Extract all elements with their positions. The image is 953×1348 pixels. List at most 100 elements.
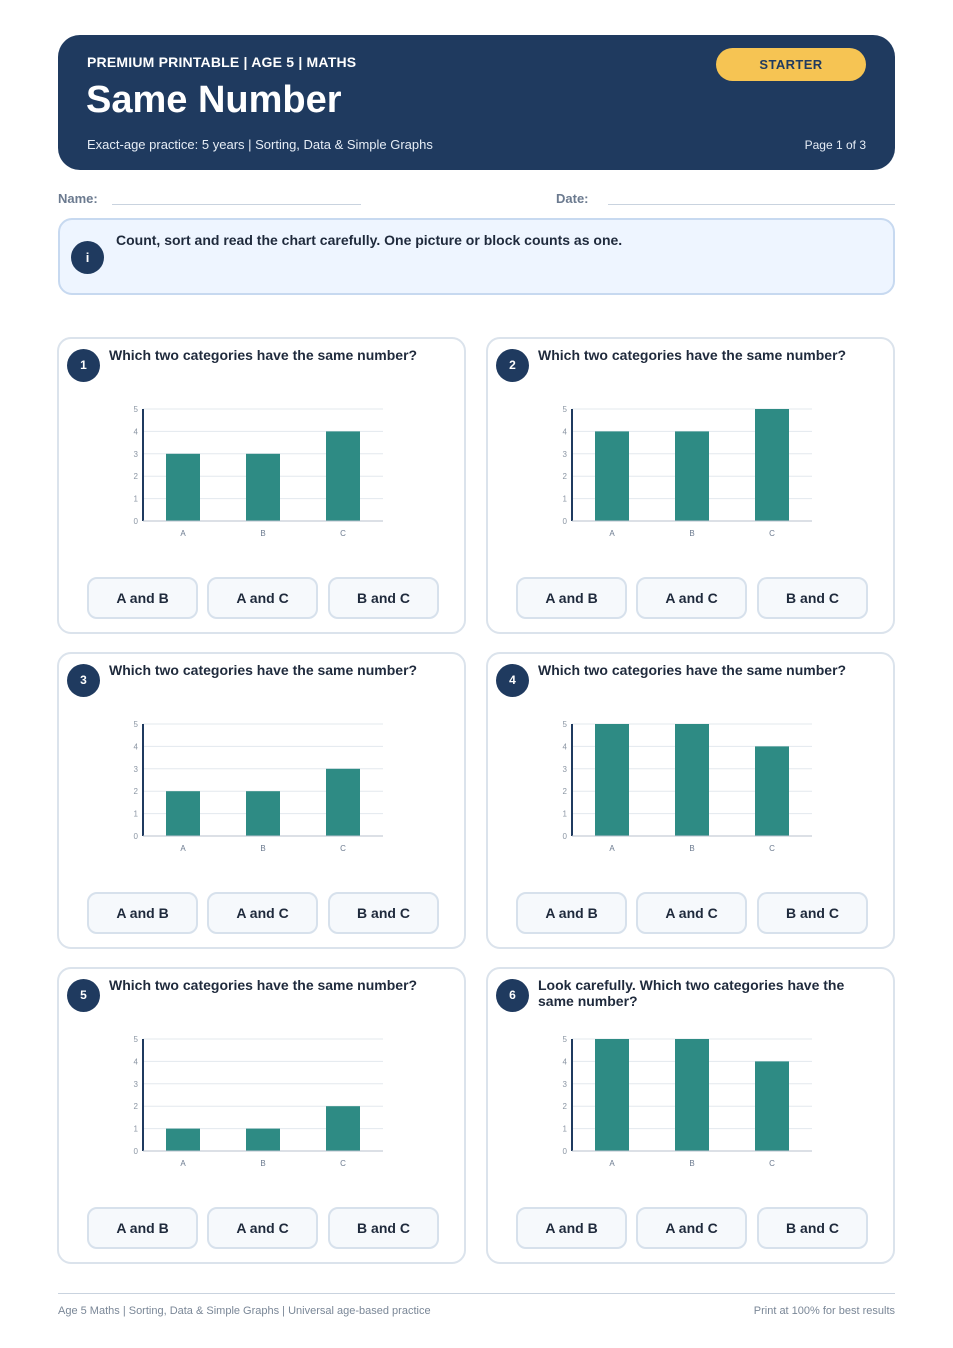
bar (326, 1106, 360, 1151)
y-tick-label: 2 (563, 472, 568, 481)
x-category-label: A (180, 844, 186, 853)
header-kicker: PREMIUM PRINTABLE | AGE 5 | MATHS (87, 54, 357, 70)
name-label: Name: (58, 191, 98, 206)
x-category-label: B (260, 1159, 265, 1168)
bar (675, 724, 709, 836)
question-number: 3 (67, 664, 100, 697)
y-tick-label: 3 (563, 1080, 568, 1089)
header-subtitle: Exact-age practice: 5 years | Sorting, D… (87, 137, 433, 152)
answer-option[interactable]: A and B (87, 1207, 198, 1249)
date-label: Date: (556, 191, 589, 206)
bar (326, 768, 360, 836)
question-text: Which two categories have the same numbe… (538, 347, 847, 363)
y-tick-label: 5 (563, 405, 568, 414)
answer-option[interactable]: B and C (328, 892, 439, 934)
x-category-label: B (689, 529, 694, 538)
answer-option[interactable]: B and C (757, 892, 868, 934)
y-tick-label: 2 (563, 1102, 568, 1111)
y-tick-label: 4 (134, 742, 139, 751)
bar-chart: 0 1 2 3 4 5 A B C (134, 1035, 383, 1168)
bar (246, 791, 280, 836)
footer-left-text: Age 5 Maths | Sorting, Data & Simple Gra… (58, 1305, 431, 1317)
question-text: Which two categories have the same numbe… (109, 977, 418, 993)
bar (246, 453, 280, 521)
answer-option[interactable]: A and C (207, 577, 318, 619)
y-tick-label: 1 (563, 810, 568, 819)
page-number: Page 1 of 3 (804, 138, 866, 152)
worksheet-header: PREMIUM PRINTABLE | AGE 5 | MATHS Same N… (58, 35, 895, 170)
bar (675, 1039, 709, 1151)
y-tick-label: 3 (134, 1080, 139, 1089)
answer-option[interactable]: A and B (516, 1207, 627, 1249)
instructions-text: Count, sort and read the chart carefully… (116, 232, 623, 248)
bar (755, 746, 789, 836)
y-tick-label: 5 (134, 720, 139, 729)
y-tick-label: 0 (563, 832, 568, 841)
x-category-label: A (180, 1159, 186, 1168)
answer-option[interactable]: B and C (757, 1207, 868, 1249)
y-tick-label: 2 (134, 1102, 139, 1111)
date-line[interactable] (608, 204, 895, 205)
name-line[interactable] (112, 204, 361, 205)
question-number: 6 (496, 979, 529, 1012)
answer-option[interactable]: A and C (636, 1207, 747, 1249)
y-tick-label: 3 (134, 450, 139, 459)
bar-chart: 0 1 2 3 4 5 A B C (134, 405, 383, 538)
answer-option[interactable]: B and C (328, 577, 439, 619)
answer-option[interactable]: A and C (207, 1207, 318, 1249)
y-tick-label: 5 (563, 1035, 568, 1044)
answer-option[interactable]: A and B (87, 892, 198, 934)
page-title: Same Number (86, 79, 342, 121)
question-card: 1 Which two categories have the same num… (57, 337, 466, 634)
bar (166, 453, 200, 521)
x-category-label: C (769, 844, 775, 853)
answer-option[interactable]: A and C (207, 892, 318, 934)
y-tick-label: 2 (134, 472, 139, 481)
question-text: Which two categories have the same numbe… (538, 662, 847, 678)
x-category-label: A (609, 1159, 615, 1168)
y-tick-label: 1 (563, 495, 568, 504)
bar (595, 1039, 629, 1151)
bar-chart: 0 1 2 3 4 5 A B C (563, 720, 812, 853)
answer-option[interactable]: A and B (516, 577, 627, 619)
answer-option[interactable]: A and B (87, 577, 198, 619)
y-tick-label: 0 (134, 1147, 139, 1156)
question-card: 6 Look carefully. Which two categories h… (486, 967, 895, 1264)
question-text: Which two categories have the same numbe… (109, 662, 418, 678)
y-tick-label: 3 (134, 765, 139, 774)
y-tick-label: 4 (134, 1057, 139, 1066)
bar (166, 1128, 200, 1151)
bar (595, 724, 629, 836)
bar (675, 431, 709, 521)
x-category-label: B (260, 529, 265, 538)
y-tick-label: 1 (134, 1125, 139, 1134)
y-tick-label: 2 (134, 787, 139, 796)
x-category-label: C (340, 844, 346, 853)
x-category-label: B (260, 844, 265, 853)
answer-option[interactable]: B and C (757, 577, 868, 619)
x-category-label: C (340, 1159, 346, 1168)
bar-chart: 0 1 2 3 4 5 A B C (134, 720, 383, 853)
y-tick-label: 0 (134, 832, 139, 841)
x-category-label: C (769, 1159, 775, 1168)
bar (755, 1061, 789, 1151)
question-number: 4 (496, 664, 529, 697)
y-tick-label: 5 (134, 405, 139, 414)
answer-option[interactable]: B and C (328, 1207, 439, 1249)
y-tick-label: 2 (563, 787, 568, 796)
info-icon: i (71, 241, 104, 274)
bar-chart: 0 1 2 3 4 5 A B C (563, 405, 812, 538)
y-tick-label: 4 (563, 742, 568, 751)
x-category-label: A (609, 844, 615, 853)
answer-option[interactable]: A and C (636, 892, 747, 934)
bar (595, 431, 629, 521)
y-tick-label: 0 (563, 1147, 568, 1156)
y-tick-label: 4 (563, 1057, 568, 1066)
y-tick-label: 3 (563, 450, 568, 459)
question-text: Which two categories have the same numbe… (109, 347, 418, 363)
footer-divider (58, 1293, 895, 1294)
answer-option[interactable]: A and C (636, 577, 747, 619)
y-tick-label: 1 (134, 810, 139, 819)
y-tick-label: 5 (563, 720, 568, 729)
answer-option[interactable]: A and B (516, 892, 627, 934)
